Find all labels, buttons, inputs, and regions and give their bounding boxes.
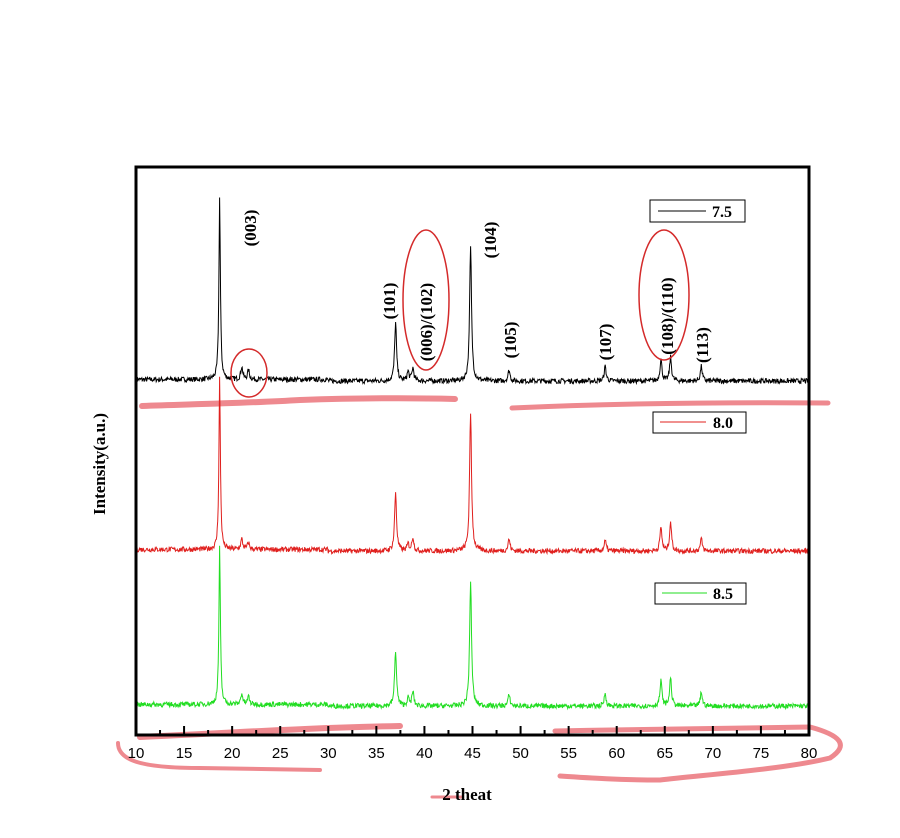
smudge-stroke bbox=[552, 724, 843, 783]
series-line-8-5 bbox=[135, 545, 810, 711]
x-axis-label: 2 theat bbox=[442, 785, 492, 804]
x-tick-label: 25 bbox=[272, 745, 289, 762]
smudge-stroke bbox=[509, 400, 831, 411]
annotation-003: (003) bbox=[241, 210, 260, 247]
smudge-stroke bbox=[116, 741, 322, 772]
x-tick-label: 35 bbox=[368, 745, 385, 762]
circle-annotation bbox=[402, 229, 450, 371]
y-axis-label: Intensity(a.u.) bbox=[90, 413, 109, 515]
annotation-101: (101) bbox=[380, 283, 399, 320]
circle-annotation bbox=[638, 229, 690, 361]
x-tick-label: 20 bbox=[224, 745, 241, 762]
peak-annotations: (003) (101) (006)/(102) (104) (105) (107… bbox=[241, 210, 712, 363]
legend-label: 7.5 bbox=[712, 204, 732, 221]
circle-annotation bbox=[230, 348, 268, 398]
legend-label: 8.0 bbox=[713, 415, 733, 432]
x-tick-label: 10 bbox=[128, 745, 145, 762]
x-tick-label: 55 bbox=[560, 745, 577, 762]
annotation-104: (104) bbox=[481, 222, 500, 259]
traces bbox=[135, 197, 810, 711]
x-tick-label: 45 bbox=[464, 745, 481, 762]
x-tick-label: 65 bbox=[656, 745, 673, 762]
plot-frame bbox=[134, 165, 811, 737]
annotation-107: (107) bbox=[596, 324, 615, 361]
legend-8-5: 8.5 bbox=[654, 582, 747, 605]
x-axis-ticks: 10 15 20 25 30 35 40 45 50 55 60 65 70 75 80 bbox=[128, 726, 818, 762]
highlight-circles bbox=[230, 229, 690, 398]
x-tick-label: 75 bbox=[753, 745, 770, 762]
annotation-006-102: (006)/(102) bbox=[417, 283, 436, 361]
series-line-8-0 bbox=[135, 376, 810, 556]
x-tick-label: 50 bbox=[512, 745, 529, 762]
smudge-stroke bbox=[139, 395, 458, 409]
series-line-7-5 bbox=[135, 197, 810, 386]
x-tick-label: 60 bbox=[608, 745, 625, 762]
annotation-105: (105) bbox=[501, 322, 520, 359]
x-tick-label: 70 bbox=[705, 745, 722, 762]
x-tick-label: 15 bbox=[176, 745, 193, 762]
annotation-113: (113) bbox=[693, 327, 712, 363]
annotation-108-110: (108)/(110) bbox=[658, 277, 677, 354]
x-tick-label: 40 bbox=[416, 745, 433, 762]
x-tick-label: 80 bbox=[801, 745, 818, 762]
legend-7-5: 7.5 bbox=[649, 199, 746, 223]
legend-label: 8.5 bbox=[713, 586, 733, 603]
legend-8-0: 8.0 bbox=[652, 411, 747, 434]
x-tick-label: 30 bbox=[320, 745, 337, 762]
